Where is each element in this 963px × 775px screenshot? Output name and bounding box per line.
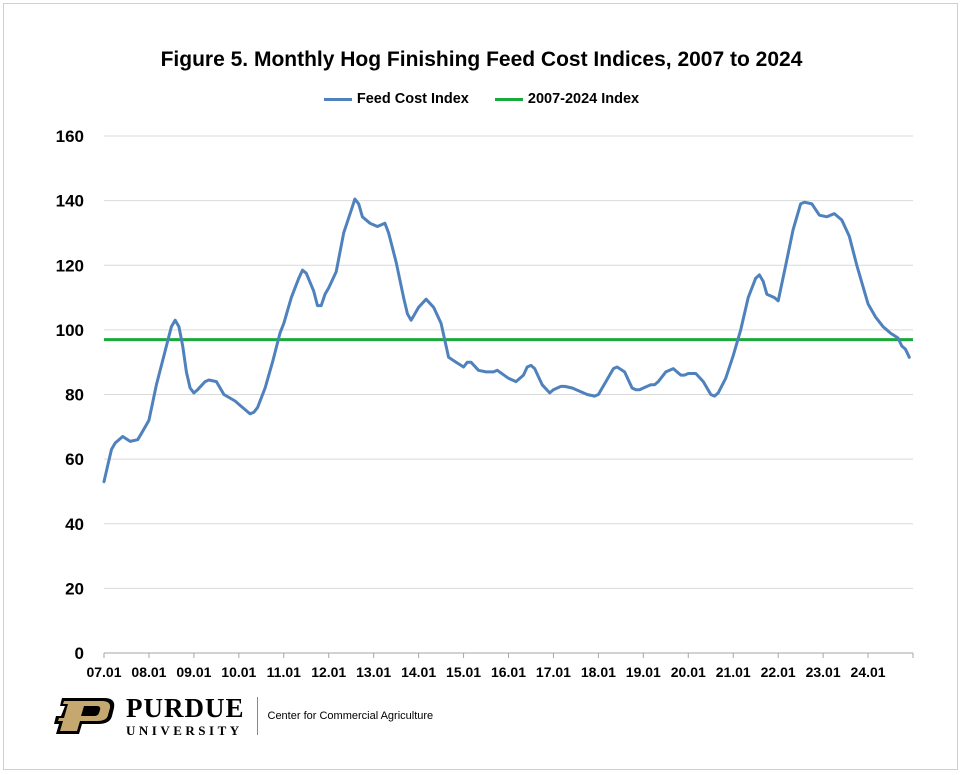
x-tick-label: 12.01 bbox=[311, 664, 346, 680]
purdue-wordmark-main: PURDUE bbox=[126, 693, 245, 723]
y-tick-label: 80 bbox=[65, 386, 84, 405]
y-tick-label: 0 bbox=[75, 644, 84, 663]
x-tick-label: 17.01 bbox=[536, 664, 571, 680]
x-tick-label: 22.01 bbox=[761, 664, 796, 680]
x-tick-label: 07.01 bbox=[86, 664, 121, 680]
x-axis-tick-labels: 07.01 08.01 09.01 10.01 11.01 12.01 13.01 14.01… bbox=[86, 664, 885, 680]
purdue-wordmark: PURDUE UNIVERSITY bbox=[126, 693, 245, 738]
y-tick-label: 120 bbox=[56, 256, 84, 275]
x-tick-label: 21.01 bbox=[716, 664, 751, 680]
legend-item-feed-cost: Feed Cost Index bbox=[323, 91, 469, 107]
x-tick-label: 18.01 bbox=[581, 664, 616, 680]
y-tick-label: 40 bbox=[65, 515, 84, 534]
purdue-p-mark-icon bbox=[54, 698, 115, 734]
purdue-wordmark-sub: UNIVERSITY bbox=[126, 723, 243, 738]
x-tick-label: 11.01 bbox=[267, 664, 301, 680]
x-tick-label: 23.01 bbox=[806, 664, 841, 680]
x-tick-label: 16.01 bbox=[491, 664, 526, 680]
y-tick-label: 100 bbox=[56, 321, 84, 340]
y-axis-tick-labels: 0 20 40 60 80 100 120 140 160 bbox=[56, 127, 84, 663]
x-tick-label: 14.01 bbox=[401, 664, 436, 680]
y-tick-label: 140 bbox=[56, 192, 84, 211]
legend-swatch-feed-cost bbox=[323, 97, 352, 101]
center-name: Center for Commercial Agriculture bbox=[267, 710, 434, 722]
legend-swatch-index-average bbox=[494, 97, 523, 101]
x-axis-tick-marks bbox=[103, 653, 914, 658]
x-tick-label: 09.01 bbox=[176, 664, 211, 680]
legend-item-index-average: 2007-2024 Index bbox=[494, 91, 640, 107]
gridlines bbox=[104, 135, 913, 589]
legend-label-index-average: 2007-2024 Index bbox=[527, 91, 640, 107]
chart-legend: Feed Cost Index 2007-2024 Index bbox=[0, 91, 963, 107]
chart-frame bbox=[3, 3, 958, 770]
y-tick-label: 60 bbox=[65, 450, 84, 469]
x-tick-label: 19.01 bbox=[626, 664, 661, 680]
y-tick-label: 20 bbox=[65, 579, 84, 598]
purdue-logo: PURDUE UNIVERSITY Center for Commercial … bbox=[52, 694, 433, 738]
x-tick-label: 15.01 bbox=[446, 664, 481, 680]
x-tick-label: 20.01 bbox=[671, 664, 706, 680]
x-tick-label: 10.01 bbox=[221, 664, 256, 680]
series-line-feed-cost bbox=[102, 197, 911, 484]
logo-divider bbox=[256, 697, 258, 735]
x-tick-label: 13.01 bbox=[356, 664, 391, 680]
x-tick-label: 08.01 bbox=[131, 664, 166, 680]
chart-title: Figure 5. Monthly Hog Finishing Feed Cos… bbox=[160, 48, 803, 71]
x-tick-label: 24.01 bbox=[851, 664, 886, 680]
y-tick-label: 160 bbox=[56, 127, 84, 146]
line-chart: 0 20 40 60 80 100 120 140 160 07.01 08.01 09.01 10.… bbox=[56, 127, 914, 680]
legend-label-feed-cost: Feed Cost Index bbox=[356, 91, 469, 107]
